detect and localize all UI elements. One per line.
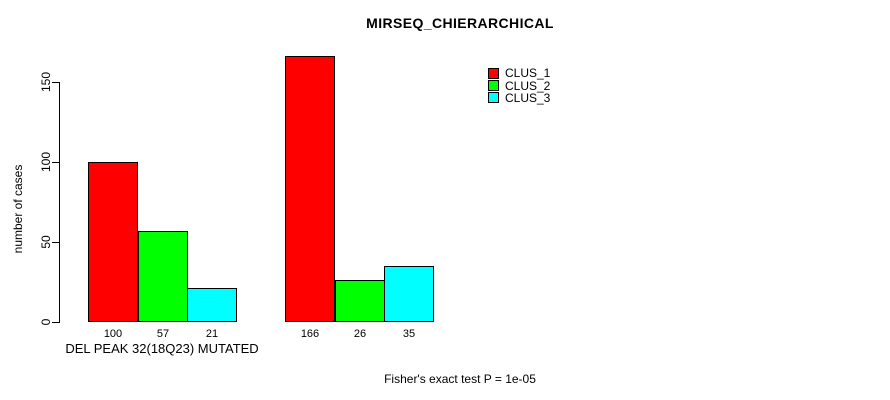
bar-value-label: 57 — [156, 328, 170, 340]
y-tick-label: 100 — [39, 151, 53, 173]
legend-item-clus_3: CLUS_3 — [488, 92, 550, 104]
legend-label: CLUS_2 — [505, 78, 551, 93]
bar-clus_3-group1 — [187, 288, 237, 322]
bar-value-label: 35 — [402, 328, 416, 340]
bar-value-label: 166 — [300, 328, 320, 340]
y-axis-line — [59, 82, 60, 323]
bar-value-label: 100 — [103, 328, 123, 340]
legend-swatch-icon — [488, 67, 499, 79]
y-tick-mark — [52, 162, 59, 163]
legend-swatch-icon — [488, 92, 499, 104]
bar-clus_3-group2 — [384, 266, 434, 322]
y-tick-mark — [52, 242, 59, 243]
legend: CLUS_1 CLUS_2 CLUS_3 — [488, 67, 550, 104]
legend-item-clus_2: CLUS_2 — [488, 78, 551, 93]
legend-label: CLUS_3 — [505, 90, 551, 105]
y-tick-label: 0 — [39, 318, 53, 326]
y-tick-label: 50 — [39, 235, 53, 249]
y-tick-mark — [52, 322, 59, 323]
legend-label: CLUS_1 — [505, 66, 551, 81]
bar-clus_1-group2 — [285, 56, 335, 322]
bar-value-label: 26 — [353, 328, 367, 340]
legend-swatch-icon — [488, 80, 499, 92]
bar-clus_2-group1 — [138, 231, 188, 322]
legend-item-clus_1: CLUS_1 — [488, 67, 550, 79]
bar-clus_1-group1 — [88, 162, 138, 322]
y-tick-label: 150 — [39, 71, 53, 93]
chart-title: MIRSEQ_CHIERARCHICAL — [366, 15, 554, 31]
y-axis-label: number of cases — [11, 164, 25, 254]
bar-clus_2-group2 — [335, 280, 385, 322]
footnote-text: Fisher's exact test P = 1e-05 — [384, 372, 536, 386]
y-tick-mark — [52, 82, 59, 83]
bar-value-label: 21 — [205, 328, 219, 340]
x-axis-label: DEL PEAK 32(18Q23) MUTATED — [65, 341, 259, 356]
